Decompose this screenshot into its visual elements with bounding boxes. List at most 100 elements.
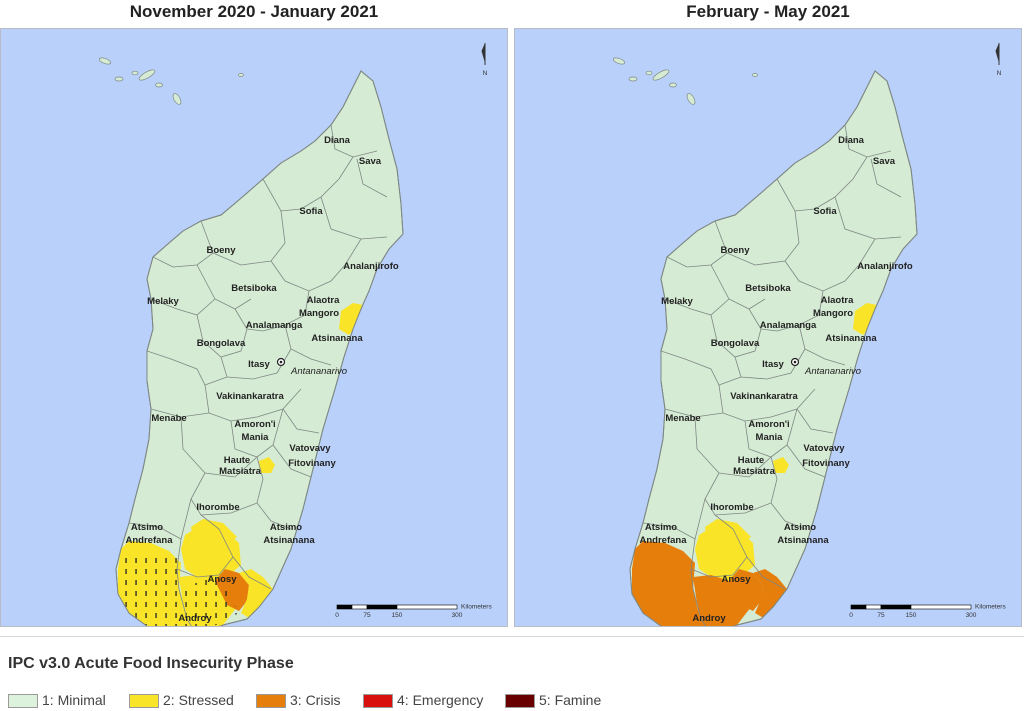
region-border xyxy=(284,324,332,366)
region-border xyxy=(128,498,192,540)
region-border xyxy=(200,210,286,266)
region-border xyxy=(642,498,706,540)
region-border xyxy=(714,210,800,266)
region-label-vatovavy2: Fitovinany xyxy=(802,458,850,469)
phase-area-anosy-east xyxy=(753,569,787,619)
region-label-alaotra1: Alaotra xyxy=(821,295,854,306)
region-label-atsinanana: Atsinanana xyxy=(311,333,363,344)
region-label-ihorombe: Ihorombe xyxy=(710,502,753,513)
region-label-atsimoatsinanana2: Atsinanana xyxy=(263,535,315,546)
small-island xyxy=(238,73,244,77)
small-island xyxy=(138,69,156,81)
region-label-alaotra2: Mangoro xyxy=(813,308,853,319)
legend-title: IPC v3.0 Acute Food Insecurity Phase xyxy=(8,655,294,672)
region-label-vatovavy2: Fitovinany xyxy=(288,458,336,469)
small-island xyxy=(628,76,638,82)
region-label-analanjirofo: Analanjirofo xyxy=(343,261,399,272)
region-label-haute1: Haute xyxy=(224,455,250,466)
region-border xyxy=(356,158,388,198)
phase-area-atsinanana-spot xyxy=(853,303,877,335)
region-label-diana: Diana xyxy=(838,135,865,146)
region-label-itasy: Itasy xyxy=(248,359,270,370)
madagascar-map-svg: Diana Sava Sofia Boeny Analanjirofo Betsiboka… xyxy=(515,29,1021,626)
map-panel-right: Diana Sava Sofia Boeny Analanjirofo Betsiboka… xyxy=(514,28,1022,627)
legend-label-stressed: 2: Stressed xyxy=(163,692,234,708)
scale-bar-tick-label: 150 xyxy=(392,612,403,619)
region-border xyxy=(150,298,216,316)
region-label-atsinanana: Atsinanana xyxy=(825,333,877,344)
region-label-atsimoandrefana1: Atsimo xyxy=(131,522,163,533)
region-label-melaky: Melaky xyxy=(661,296,693,307)
region-border xyxy=(748,290,824,332)
region-label-sava: Sava xyxy=(359,156,382,167)
small-island xyxy=(669,82,677,88)
region-label-vakinankaratra: Vakinankaratra xyxy=(730,391,798,402)
capital-marker-icon xyxy=(790,357,800,367)
region-border xyxy=(270,238,362,292)
region-label-sofia: Sofia xyxy=(813,206,837,217)
region-label-amoroni2: Mania xyxy=(756,432,784,443)
region-border xyxy=(798,324,846,366)
north-arrow-icon: N xyxy=(481,43,488,77)
legend-label-minimal: 1: Minimal xyxy=(42,692,106,708)
region-label-amoroni1: Amoron'i xyxy=(748,419,789,430)
region-label-vatovavy1: Vatovavy xyxy=(289,443,331,454)
region-label-analamanga: Analamanga xyxy=(760,320,817,331)
small-island xyxy=(612,57,626,65)
region-label-androy: Androy xyxy=(692,613,726,624)
phase-area-anosy-west xyxy=(215,569,249,611)
region-label-bongolava: Bongolava xyxy=(197,338,246,349)
region-label-sava: Sava xyxy=(873,156,896,167)
region-border xyxy=(204,384,302,422)
region-border xyxy=(178,588,198,626)
region-border xyxy=(256,502,292,530)
north-arrow-label: N xyxy=(483,70,488,77)
region-border xyxy=(692,588,712,626)
region-label-analamanga: Analamanga xyxy=(246,320,303,331)
scale-bar-tick-label: 300 xyxy=(966,612,977,619)
region-label-bongolava: Bongolava xyxy=(711,338,760,349)
capital-marker-icon xyxy=(276,357,286,367)
region-label-atsimoandrefana1: Atsimo xyxy=(645,522,677,533)
small-island xyxy=(752,73,758,77)
region-border xyxy=(660,350,742,386)
region-border xyxy=(770,502,806,530)
region-label-amoroni2: Mania xyxy=(242,432,270,443)
region-label-betsiboka: Betsiboka xyxy=(231,283,277,294)
phase-area-fitovinany-spot xyxy=(773,457,789,473)
small-island xyxy=(172,93,182,105)
region-label-atsimoandrefana2: Andrefana xyxy=(126,535,174,546)
region-label-anosy: Anosy xyxy=(721,574,751,585)
legend-swatch-minimal xyxy=(8,694,38,708)
region-border xyxy=(776,156,868,212)
region-label-haute2: Matsiatra xyxy=(219,466,261,477)
region-label-menabe: Menabe xyxy=(665,413,700,424)
region-label-atsimoandrefana2: Andrefana xyxy=(640,535,688,546)
panel-title-right: February - May 2021 xyxy=(686,2,850,21)
region-border xyxy=(786,444,826,478)
legend-label-famine: 5: Famine xyxy=(539,692,602,708)
legend-swatch-stressed xyxy=(129,694,159,708)
phase-area-atsinanana-spot xyxy=(339,303,363,335)
region-label-haute2: Matsiatra xyxy=(733,466,775,477)
region-label-anosy: Anosy xyxy=(207,574,237,585)
region-label-ihorombe: Ihorombe xyxy=(196,502,239,513)
legend-swatch-crisis xyxy=(256,694,286,708)
region-border xyxy=(330,124,378,158)
small-island xyxy=(98,57,112,65)
region-label-menabe: Menabe xyxy=(151,413,186,424)
region-label-amoroni1: Amoron'i xyxy=(234,419,275,430)
region-label-atsimoatsinanana2: Atsinanana xyxy=(777,535,829,546)
region-label-atsimoatsinanana1: Atsimo xyxy=(784,522,816,533)
region-label-vakinankaratra: Vakinankaratra xyxy=(216,391,284,402)
region-border xyxy=(690,556,748,578)
region-label-boeny: Boeny xyxy=(720,245,750,256)
legend-swatch-emergency xyxy=(363,694,393,708)
region-border xyxy=(196,264,252,310)
region-border xyxy=(146,350,228,386)
region-label-alaotra2: Mangoro xyxy=(299,308,339,319)
map-panel-left: Diana Sava Sofia Boeny Analanjirofo Betsiboka… xyxy=(0,28,508,627)
scale-bar-tick-label: 75 xyxy=(877,612,885,619)
scale-bar-tick-label: 0 xyxy=(849,612,853,619)
